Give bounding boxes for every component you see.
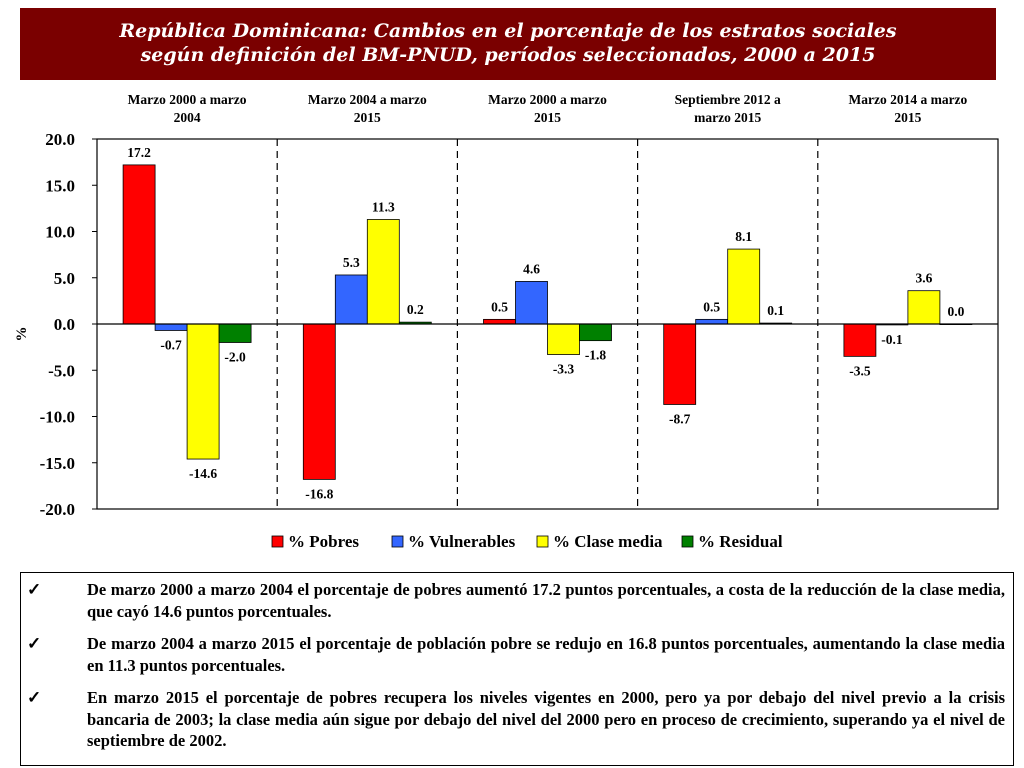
data-label: -16.8 [305, 486, 333, 501]
bar [334, 274, 368, 325]
checkmark-icon: ✓ [27, 634, 42, 653]
category-label: marzo 2015 [694, 110, 761, 125]
checkmark-icon: ✓ [27, 580, 42, 599]
bar [663, 323, 697, 405]
bar [547, 323, 580, 355]
notes-box: ✓ De marzo 2000 a marzo 2004 el porcenta… [20, 572, 1014, 766]
data-label: -3.3 [553, 362, 575, 377]
y-tick-label: 5.0 [54, 269, 75, 288]
checkmark-icon: ✓ [27, 688, 42, 707]
data-label: 4.6 [523, 261, 540, 276]
data-label: -0.1 [881, 332, 903, 347]
bar [515, 281, 548, 325]
y-tick-label: -5.0 [48, 361, 75, 380]
y-tick-label: -10.0 [40, 408, 75, 427]
legend-swatch [391, 535, 404, 548]
bar [579, 323, 612, 342]
chart-title-line-2: según definición del BM-PNUD, períodos s… [140, 44, 876, 66]
data-label: -0.7 [160, 337, 182, 352]
data-label: -3.5 [849, 363, 871, 378]
note-text: En marzo 2015 el porcentaje de pobres re… [87, 688, 1005, 750]
data-label: -8.7 [669, 411, 691, 426]
bar [843, 323, 877, 357]
bar [122, 164, 156, 325]
data-label: 0.1 [767, 303, 784, 318]
bar-chart: 20.0 15.0 10.0 5.0 0.0 -5.0 -10.0 -15.0 -20.0% Ma… [14, 92, 999, 551]
category-label: 2015 [354, 110, 381, 125]
legend-label: % Clase media [553, 532, 663, 551]
bar [695, 318, 729, 325]
data-label: 0.5 [703, 299, 720, 314]
data-label: 3.6 [915, 271, 932, 286]
data-label: 0.2 [407, 302, 424, 317]
legend-label: % Vulnerables [408, 532, 516, 551]
category-label: 2004 [174, 110, 201, 125]
data-label: -2.0 [224, 350, 246, 365]
note-text: De marzo 2004 a marzo 2015 el porcentaje… [87, 634, 1005, 675]
category-label: Marzo 2014 a marzo [848, 92, 967, 107]
y-tick-label: 15.0 [45, 176, 75, 195]
y-tick-label: 20.0 [45, 130, 75, 149]
legend-label: % Residual [698, 532, 783, 551]
bar [907, 290, 941, 325]
category-label: Marzo 2004 a marzo [308, 92, 427, 107]
data-label: 0.5 [491, 299, 508, 314]
data-label: 5.3 [343, 255, 360, 270]
y-tick-label: -15.0 [40, 454, 75, 473]
bar [727, 248, 761, 325]
y-tick-label: 10.0 [45, 223, 75, 242]
data-label: -1.8 [585, 348, 607, 363]
y-axis-label: % [14, 327, 30, 342]
legend-swatch [271, 535, 284, 548]
bar [302, 323, 336, 480]
data-label: 17.2 [127, 145, 151, 160]
note-item: ✓ En marzo 2015 el porcentaje de pobres … [27, 687, 1005, 752]
category-label: 2015 [534, 110, 561, 125]
category-label: Marzo 2000 a marzo [488, 92, 607, 107]
category-label: Septiembre 2012 a [675, 92, 781, 107]
category-label: 2015 [894, 110, 921, 125]
legend-swatch [536, 535, 549, 548]
legend-label: % Pobres [288, 532, 359, 551]
y-tick-label: -20.0 [40, 500, 75, 519]
chart-title-line-1: República Dominicana: Cambios en el porc… [119, 20, 897, 42]
title-banner: República Dominicana: Cambios en el porc… [20, 8, 996, 80]
bar [366, 219, 400, 325]
bar [218, 323, 252, 343]
bar [186, 323, 220, 460]
data-label: -14.6 [189, 466, 217, 481]
data-label: 11.3 [372, 199, 395, 214]
category-label: Marzo 2000 a marzo [128, 92, 247, 107]
data-label: 0.0 [947, 304, 964, 319]
data-label: 8.1 [735, 229, 752, 244]
legend-swatch [681, 535, 694, 548]
y-tick-label: 0.0 [54, 315, 75, 334]
bar [483, 318, 516, 325]
note-item: ✓ De marzo 2000 a marzo 2004 el porcenta… [27, 579, 1005, 622]
note-item: ✓ De marzo 2004 a marzo 2015 el porcenta… [27, 633, 1005, 676]
note-text: De marzo 2000 a marzo 2004 el porcentaje… [87, 580, 1005, 621]
bar [154, 323, 188, 331]
